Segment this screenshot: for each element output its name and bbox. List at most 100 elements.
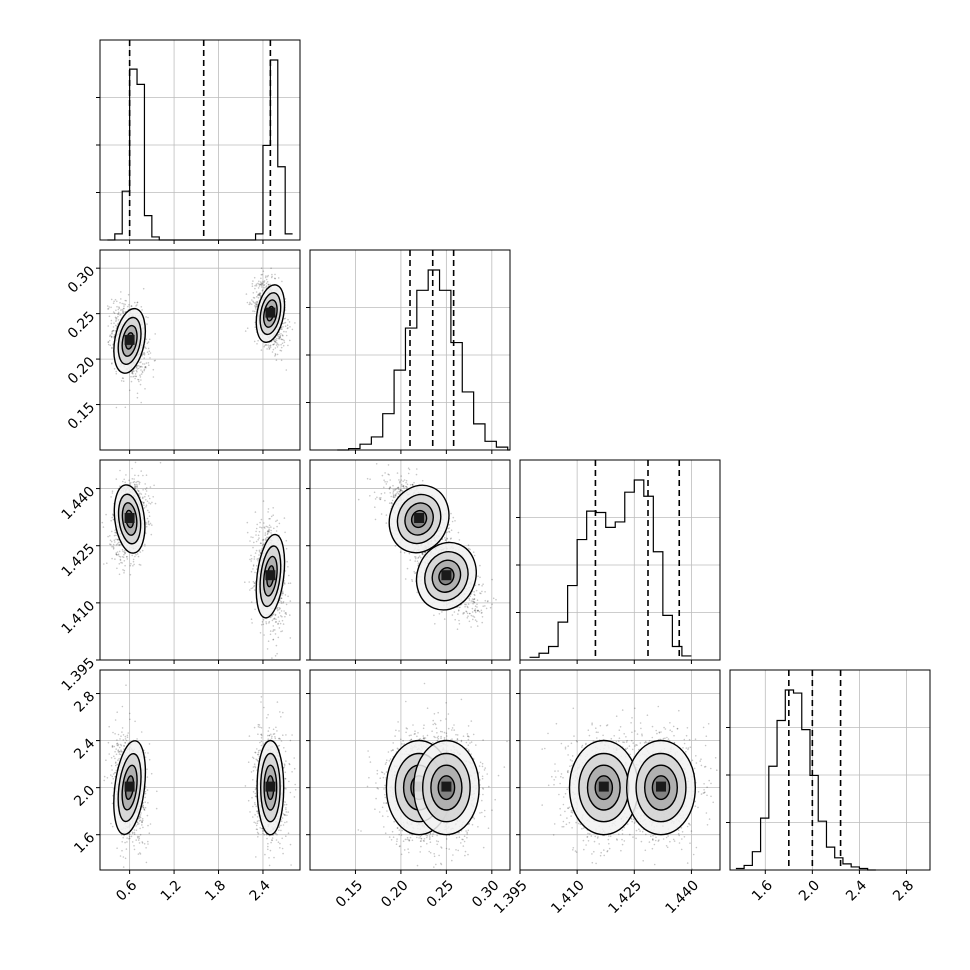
- scatter-point: [387, 473, 390, 476]
- scatter-point: [147, 523, 150, 525]
- scatter-point: [123, 572, 125, 574]
- scatter-point: [144, 346, 146, 349]
- scatter-point: [257, 557, 260, 560]
- scatter-point: [394, 489, 396, 491]
- scatter-point: [267, 283, 270, 286]
- scatter-point: [260, 282, 263, 284]
- scatter-point: [252, 301, 255, 304]
- scatter-point: [263, 281, 265, 283]
- scatter-point: [394, 494, 397, 497]
- scatter-point: [275, 644, 278, 647]
- scatter-point: [115, 406, 118, 409]
- scatter-point: [281, 280, 283, 283]
- scatter-point: [277, 636, 280, 639]
- scatter-point: [389, 492, 392, 494]
- scatter-point: [395, 488, 398, 490]
- scatter-point: [258, 294, 261, 297]
- scatter-point: [262, 283, 264, 285]
- scatter-point: [118, 555, 121, 558]
- scatter-point: [285, 613, 288, 615]
- scatter-point: [393, 495, 395, 497]
- scatter-point: [267, 344, 270, 346]
- scatter-point: [117, 311, 120, 314]
- scatter-point: [120, 298, 122, 300]
- y-tick-label: 0.15: [65, 400, 98, 433]
- scatter-point: [255, 304, 258, 306]
- scatter-point: [388, 488, 391, 490]
- scatter-point: [112, 514, 115, 517]
- scatter-point: [444, 537, 446, 539]
- scatter-point: [384, 472, 386, 474]
- scatter-point: [389, 486, 391, 489]
- scatter-point: [405, 485, 407, 488]
- scatter-point: [269, 283, 272, 286]
- scatter-point: [457, 531, 460, 534]
- scatter-point: [244, 581, 246, 583]
- scatter-point: [481, 585, 483, 587]
- scatter-point: [405, 481, 407, 484]
- scatter-point: [277, 277, 280, 279]
- scatter-point: [278, 344, 280, 346]
- scatter-point: [474, 609, 476, 612]
- scatter-point: [289, 339, 291, 342]
- scatter-point: [282, 338, 284, 341]
- scatter-point: [397, 488, 400, 491]
- scatter-point: [107, 308, 109, 310]
- scatter-point: [136, 368, 139, 370]
- scatter-point: [285, 547, 288, 550]
- scatter-point: [108, 339, 111, 342]
- scatter-point: [143, 368, 146, 371]
- scatter-point: [403, 551, 406, 554]
- scatter-point: [110, 336, 113, 339]
- scatter-point: [446, 537, 448, 540]
- scatter-point: [260, 542, 262, 545]
- scatter-point: [261, 283, 263, 285]
- scatter-point: [471, 598, 474, 600]
- scatter-point: [109, 334, 112, 337]
- scatter-point: [111, 492, 114, 494]
- scatter-point: [284, 309, 287, 311]
- scatter-point: [288, 574, 290, 577]
- scatter-point: [139, 366, 141, 368]
- scatter-point: [287, 566, 289, 568]
- scatter-point: [396, 487, 399, 489]
- scatter-point: [125, 474, 127, 476]
- scatter-point: [138, 364, 140, 367]
- scatter-point: [140, 306, 143, 308]
- scatter-point: [255, 308, 257, 311]
- scatter-point: [106, 562, 108, 564]
- scatter-point: [149, 486, 152, 488]
- scatter-point: [115, 317, 117, 320]
- scatter-point: [274, 341, 277, 344]
- scatter-point: [267, 511, 269, 513]
- scatter-point: [144, 388, 146, 390]
- scatter-point: [145, 525, 148, 528]
- scatter-point: [481, 590, 483, 593]
- scatter-point: [132, 560, 135, 563]
- scatter-point: [116, 551, 119, 553]
- scatter-point: [150, 533, 153, 536]
- scatter-point: [115, 319, 117, 321]
- density-peak: [265, 570, 276, 581]
- scatter-point: [284, 321, 287, 324]
- scatter-point: [416, 468, 418, 470]
- scatter-point: [474, 610, 477, 612]
- scatter-point: [132, 481, 135, 484]
- scatter-point: [259, 552, 262, 554]
- scatter-point: [272, 613, 275, 615]
- scatter-point: [383, 486, 385, 489]
- scatter-point: [274, 340, 276, 343]
- scatter-point: [457, 610, 460, 612]
- scatter-point: [402, 485, 405, 487]
- scatter-point: [134, 487, 136, 490]
- scatter-point: [258, 537, 260, 539]
- scatter-point: [272, 630, 274, 632]
- scatter-point: [148, 364, 150, 367]
- scatter-point: [142, 501, 145, 504]
- scatter-point: [475, 589, 478, 592]
- scatter-point: [482, 583, 484, 585]
- scatter-point: [267, 640, 270, 642]
- scatter-point: [291, 328, 294, 331]
- scatter-point: [257, 539, 260, 541]
